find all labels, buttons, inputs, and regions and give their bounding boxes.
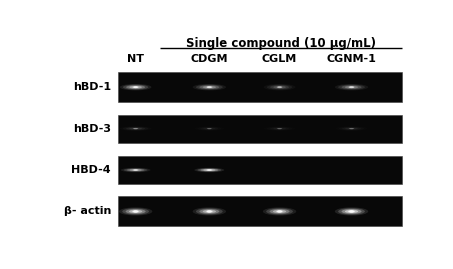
Ellipse shape — [335, 207, 368, 215]
Ellipse shape — [264, 84, 295, 90]
Text: CGNM-1: CGNM-1 — [327, 54, 376, 64]
Ellipse shape — [129, 86, 142, 89]
Ellipse shape — [199, 209, 219, 214]
Ellipse shape — [339, 127, 364, 130]
Ellipse shape — [348, 128, 355, 129]
Ellipse shape — [270, 127, 289, 130]
Ellipse shape — [124, 168, 148, 172]
Ellipse shape — [207, 210, 212, 213]
Ellipse shape — [267, 127, 292, 130]
Ellipse shape — [267, 84, 292, 90]
Ellipse shape — [120, 168, 150, 172]
Ellipse shape — [277, 128, 282, 129]
Ellipse shape — [338, 208, 365, 215]
Ellipse shape — [348, 86, 355, 88]
Ellipse shape — [129, 128, 142, 129]
Ellipse shape — [132, 86, 139, 88]
Ellipse shape — [202, 210, 216, 213]
Ellipse shape — [126, 85, 145, 89]
Text: HBD-4: HBD-4 — [72, 165, 111, 175]
Ellipse shape — [193, 84, 226, 90]
Ellipse shape — [198, 127, 221, 130]
Ellipse shape — [273, 210, 286, 213]
Ellipse shape — [202, 86, 216, 89]
Ellipse shape — [199, 85, 219, 89]
Ellipse shape — [345, 128, 358, 129]
Ellipse shape — [123, 127, 148, 130]
Ellipse shape — [335, 84, 368, 90]
Text: hBD-1: hBD-1 — [73, 82, 111, 92]
Text: CDGM: CDGM — [191, 54, 228, 64]
Bar — [118, 115, 402, 143]
Ellipse shape — [126, 127, 145, 130]
Ellipse shape — [277, 86, 282, 88]
Ellipse shape — [119, 207, 152, 215]
Ellipse shape — [263, 207, 296, 215]
Ellipse shape — [270, 209, 289, 214]
Ellipse shape — [203, 128, 215, 129]
Text: NT: NT — [127, 54, 144, 64]
Ellipse shape — [345, 210, 358, 213]
Bar — [118, 156, 402, 184]
Ellipse shape — [270, 85, 289, 89]
Ellipse shape — [349, 128, 354, 129]
Ellipse shape — [342, 127, 361, 130]
Ellipse shape — [206, 169, 212, 171]
Text: β- actin: β- actin — [64, 206, 111, 217]
Ellipse shape — [203, 169, 215, 171]
Ellipse shape — [277, 210, 282, 213]
Ellipse shape — [198, 168, 221, 172]
Ellipse shape — [206, 128, 212, 129]
Text: Single compound (10 μg/mL): Single compound (10 μg/mL) — [186, 37, 376, 51]
Ellipse shape — [125, 209, 145, 214]
Ellipse shape — [133, 169, 138, 171]
Ellipse shape — [133, 128, 138, 129]
Ellipse shape — [196, 84, 223, 90]
Ellipse shape — [120, 84, 151, 90]
Text: hBD-3: hBD-3 — [73, 123, 111, 134]
Ellipse shape — [206, 211, 213, 212]
Ellipse shape — [276, 86, 283, 88]
Ellipse shape — [122, 208, 149, 215]
Ellipse shape — [130, 169, 142, 171]
Ellipse shape — [200, 169, 218, 171]
Ellipse shape — [342, 85, 361, 89]
Ellipse shape — [345, 86, 358, 89]
Ellipse shape — [127, 169, 145, 171]
Ellipse shape — [276, 211, 283, 212]
Ellipse shape — [133, 210, 138, 213]
Ellipse shape — [273, 128, 286, 129]
Ellipse shape — [349, 86, 354, 88]
Ellipse shape — [276, 128, 283, 129]
Ellipse shape — [348, 211, 355, 212]
Ellipse shape — [123, 84, 148, 90]
Ellipse shape — [273, 86, 286, 89]
Ellipse shape — [132, 211, 139, 212]
Ellipse shape — [266, 208, 293, 215]
Ellipse shape — [133, 86, 138, 88]
Ellipse shape — [132, 169, 139, 171]
Ellipse shape — [349, 210, 354, 213]
Bar — [118, 72, 402, 102]
Bar — [118, 196, 402, 226]
Ellipse shape — [129, 210, 142, 213]
Ellipse shape — [207, 86, 212, 88]
Ellipse shape — [132, 128, 139, 129]
Ellipse shape — [207, 169, 212, 171]
Ellipse shape — [193, 207, 226, 215]
Ellipse shape — [207, 128, 212, 129]
Ellipse shape — [206, 86, 213, 88]
Text: CGLM: CGLM — [262, 54, 297, 64]
Ellipse shape — [200, 127, 218, 130]
Ellipse shape — [342, 209, 361, 214]
Ellipse shape — [196, 208, 223, 215]
Ellipse shape — [338, 84, 365, 90]
Ellipse shape — [194, 168, 224, 172]
